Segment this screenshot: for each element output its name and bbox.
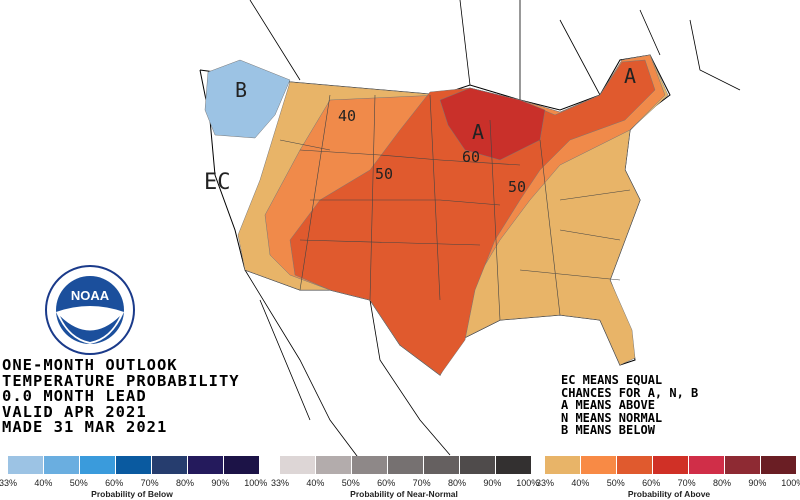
title-line: VALID APR 2021	[2, 402, 147, 421]
legend-swatch	[460, 456, 496, 474]
legend-swatch	[496, 456, 532, 474]
legend-tick: 70%	[140, 478, 159, 488]
key-line: A MEANS ABOVE	[561, 398, 655, 412]
legend-swatch	[725, 456, 761, 474]
legend-swatch	[224, 456, 260, 474]
legend-swatch	[152, 456, 188, 474]
label-50-contour-west: 50	[375, 165, 394, 183]
label-a-maine: A	[624, 64, 637, 88]
legend-swatch	[424, 456, 460, 474]
legend-title: Probability of Near-Normal	[350, 489, 458, 499]
legend-tick: 90%	[483, 478, 502, 488]
legend-tick: 90%	[748, 478, 767, 488]
legend-bar	[8, 456, 260, 474]
label-50-contour-east: 50	[508, 178, 527, 196]
legend-tick: 40%	[571, 478, 590, 488]
label-b-washington: B	[235, 78, 248, 102]
legend-tick: 60%	[105, 478, 124, 488]
legend-tick: 100%	[244, 478, 268, 488]
region-below-33-40	[204, 59, 291, 139]
key-line: B MEANS BELOW	[561, 423, 655, 437]
legend-swatch	[8, 456, 44, 474]
legend-tick: 70%	[677, 478, 696, 488]
legend-swatch	[44, 456, 80, 474]
legend-bar	[280, 456, 532, 474]
title-line: 0.0 MONTH LEAD	[2, 387, 147, 405]
legend-tick: 33%	[270, 478, 290, 488]
legend-tick: 50%	[341, 478, 360, 488]
legend-swatch	[352, 456, 388, 474]
title-line: ONE-MONTH OUTLOOK	[2, 356, 178, 374]
legend-tick: 70%	[412, 478, 431, 488]
legend-tick: 50%	[606, 478, 625, 488]
legend-tick: 60%	[377, 478, 396, 488]
legend-tick: 90%	[211, 478, 230, 488]
legend-swatch	[188, 456, 224, 474]
legend-tick: 80%	[447, 478, 467, 488]
legend-title: Probability of Below	[91, 489, 173, 499]
legend-tick: 80%	[712, 478, 732, 488]
legend-tick: 33%	[535, 478, 555, 488]
legend-tick: 40%	[306, 478, 325, 488]
key-line: EC MEANS EQUAL	[561, 373, 663, 387]
legend-title: Probability of Above	[627, 489, 711, 499]
legend-bar	[545, 456, 797, 474]
legend-tick: 60%	[642, 478, 661, 488]
key-line: CHANCES FOR A, N, B	[561, 385, 699, 400]
legend-swatch	[617, 456, 653, 474]
outlook-title: ONE-MONTH OUTLOOK TEMPERATURE PROBABILITY…	[2, 356, 240, 436]
legend-swatch	[653, 456, 689, 474]
state-lines	[279, 94, 631, 321]
legend-swatch	[116, 456, 152, 474]
legend-swatch	[280, 456, 316, 474]
label-60-contour: 60	[462, 148, 481, 166]
title-line: MADE 31 MAR 2021	[2, 418, 168, 436]
label-a-great-lakes: A	[472, 120, 485, 144]
legend-swatch	[545, 456, 581, 474]
label-40-contour: 40	[338, 107, 357, 125]
canada-lines	[249, 0, 741, 100]
legend-swatch	[581, 456, 617, 474]
legend-swatch	[388, 456, 424, 474]
legend-tick: 50%	[69, 478, 88, 488]
mexico-lines	[244, 269, 451, 461]
legend-tick: 80%	[175, 478, 195, 488]
legend-swatch	[316, 456, 352, 474]
legend-tick: 40%	[34, 478, 53, 488]
region-above-50-60	[289, 59, 656, 376]
legend-swatch	[761, 456, 797, 474]
title-line: TEMPERATURE PROBABILITY	[2, 371, 240, 390]
legend-tick: 100%	[516, 478, 540, 488]
key-line: N MEANS NORMAL	[561, 410, 663, 425]
legend-swatch	[689, 456, 725, 474]
legend-tick: 33%	[0, 478, 18, 488]
label-ec: EC	[204, 170, 231, 195]
legend-swatch	[80, 456, 116, 474]
legend-tick: 100%	[781, 478, 800, 488]
